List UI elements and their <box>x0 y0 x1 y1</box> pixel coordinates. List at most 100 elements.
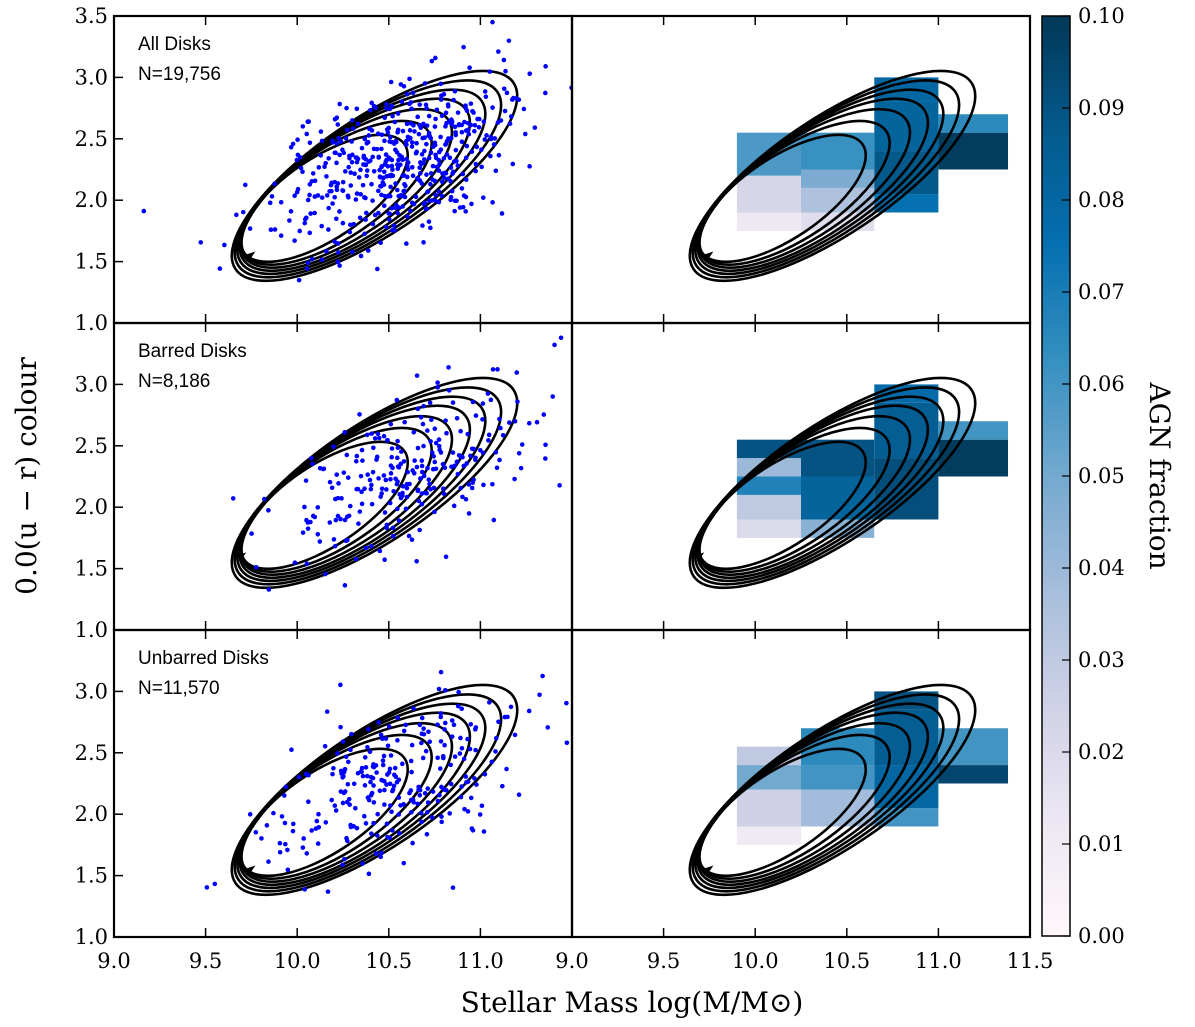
agn-point <box>417 171 423 176</box>
agn-point <box>331 765 336 771</box>
agn-point <box>391 783 397 789</box>
agn-point <box>359 501 365 507</box>
agn-point <box>439 814 444 819</box>
agn-point <box>326 205 331 211</box>
agn-point <box>407 101 412 107</box>
agn-point <box>295 137 300 142</box>
right-panel <box>570 321 1032 632</box>
agn-point <box>297 228 303 234</box>
density-contour <box>688 69 977 283</box>
agn-point <box>327 479 333 485</box>
agn-point <box>288 209 294 214</box>
agn-point <box>283 784 289 790</box>
agn-point <box>388 134 393 140</box>
agn-point <box>278 199 284 205</box>
agn-point <box>459 784 464 789</box>
x-tick-label: 10.5 <box>365 949 412 973</box>
agn-point <box>343 754 349 760</box>
agn-point <box>300 845 306 850</box>
agn-point <box>534 419 540 425</box>
agn-point <box>326 227 331 232</box>
agn-point <box>452 754 458 759</box>
agn-point <box>401 802 406 807</box>
agn-point <box>463 128 469 133</box>
agn-point <box>341 790 347 796</box>
agn-point <box>526 420 532 426</box>
agn-point <box>506 420 512 425</box>
panel-content <box>141 19 572 283</box>
agn-point <box>470 480 476 485</box>
agn-point <box>498 425 503 431</box>
agn-point <box>479 803 485 809</box>
agn-point <box>496 49 501 54</box>
agn-point <box>375 131 381 136</box>
agn-point <box>433 198 438 203</box>
agn-point <box>439 193 445 199</box>
agn-point <box>338 516 343 522</box>
panel-frame <box>112 321 574 632</box>
agn-point <box>371 762 376 767</box>
agn-point <box>501 57 507 63</box>
agn-point <box>375 266 380 272</box>
agn-point <box>425 465 430 471</box>
agn-point <box>345 475 351 480</box>
agn-point <box>377 167 382 173</box>
agn-point <box>432 142 438 148</box>
agn-point <box>445 102 451 107</box>
agn-point <box>438 714 444 720</box>
agn-point <box>490 19 495 25</box>
agn-point <box>512 476 517 482</box>
agn-point <box>405 214 410 219</box>
x-tick-label: 11.0 <box>915 949 962 973</box>
agn-point <box>398 82 404 87</box>
agn-point <box>330 771 335 777</box>
agn-point <box>543 442 548 448</box>
agn-point <box>369 831 374 836</box>
agn-point <box>415 445 421 451</box>
agn-point <box>451 97 456 103</box>
agn-point <box>308 211 313 216</box>
agn-point <box>324 709 330 714</box>
agn-point <box>365 248 371 253</box>
agn-point <box>400 128 406 134</box>
colorbar-tick-label: 0.01 <box>1078 832 1125 856</box>
agn-point <box>386 211 392 216</box>
agn-point <box>435 385 440 390</box>
agn-point <box>362 755 368 760</box>
agn-point <box>340 862 345 868</box>
agn-point <box>436 189 442 194</box>
agn-point <box>360 861 365 866</box>
agn-point <box>366 133 372 138</box>
agn-point <box>487 700 492 705</box>
agn-point <box>358 473 364 479</box>
agn-point <box>527 164 532 169</box>
agn-point <box>387 106 393 112</box>
panel-count: N=11,570 <box>138 678 220 699</box>
agn-point <box>503 68 508 74</box>
agn-point <box>444 152 450 157</box>
agn-point <box>432 459 438 465</box>
agn-point <box>384 194 390 199</box>
agn-point <box>426 130 432 136</box>
colorbar-tick-label: 0.06 <box>1078 372 1125 396</box>
agn-point <box>433 116 438 122</box>
agn-point <box>416 498 422 504</box>
agn-point <box>488 397 494 403</box>
agn-point <box>451 722 457 728</box>
agn-point <box>540 673 545 679</box>
agn-point <box>468 795 474 801</box>
agn-point <box>347 802 352 807</box>
agn-point <box>463 774 469 779</box>
agn-fraction-bin <box>736 789 801 827</box>
agn-fraction-bin <box>938 132 1009 170</box>
x-tick-label: 10.0 <box>732 949 779 973</box>
agn-point <box>442 787 447 792</box>
agn-point <box>319 257 325 263</box>
agn-point <box>305 119 311 125</box>
agn-point <box>285 847 290 853</box>
agn-point <box>452 208 457 214</box>
agn-point <box>330 140 336 145</box>
agn-point <box>442 170 448 176</box>
agn-point <box>400 483 406 489</box>
agn-fraction-bin <box>736 826 801 845</box>
